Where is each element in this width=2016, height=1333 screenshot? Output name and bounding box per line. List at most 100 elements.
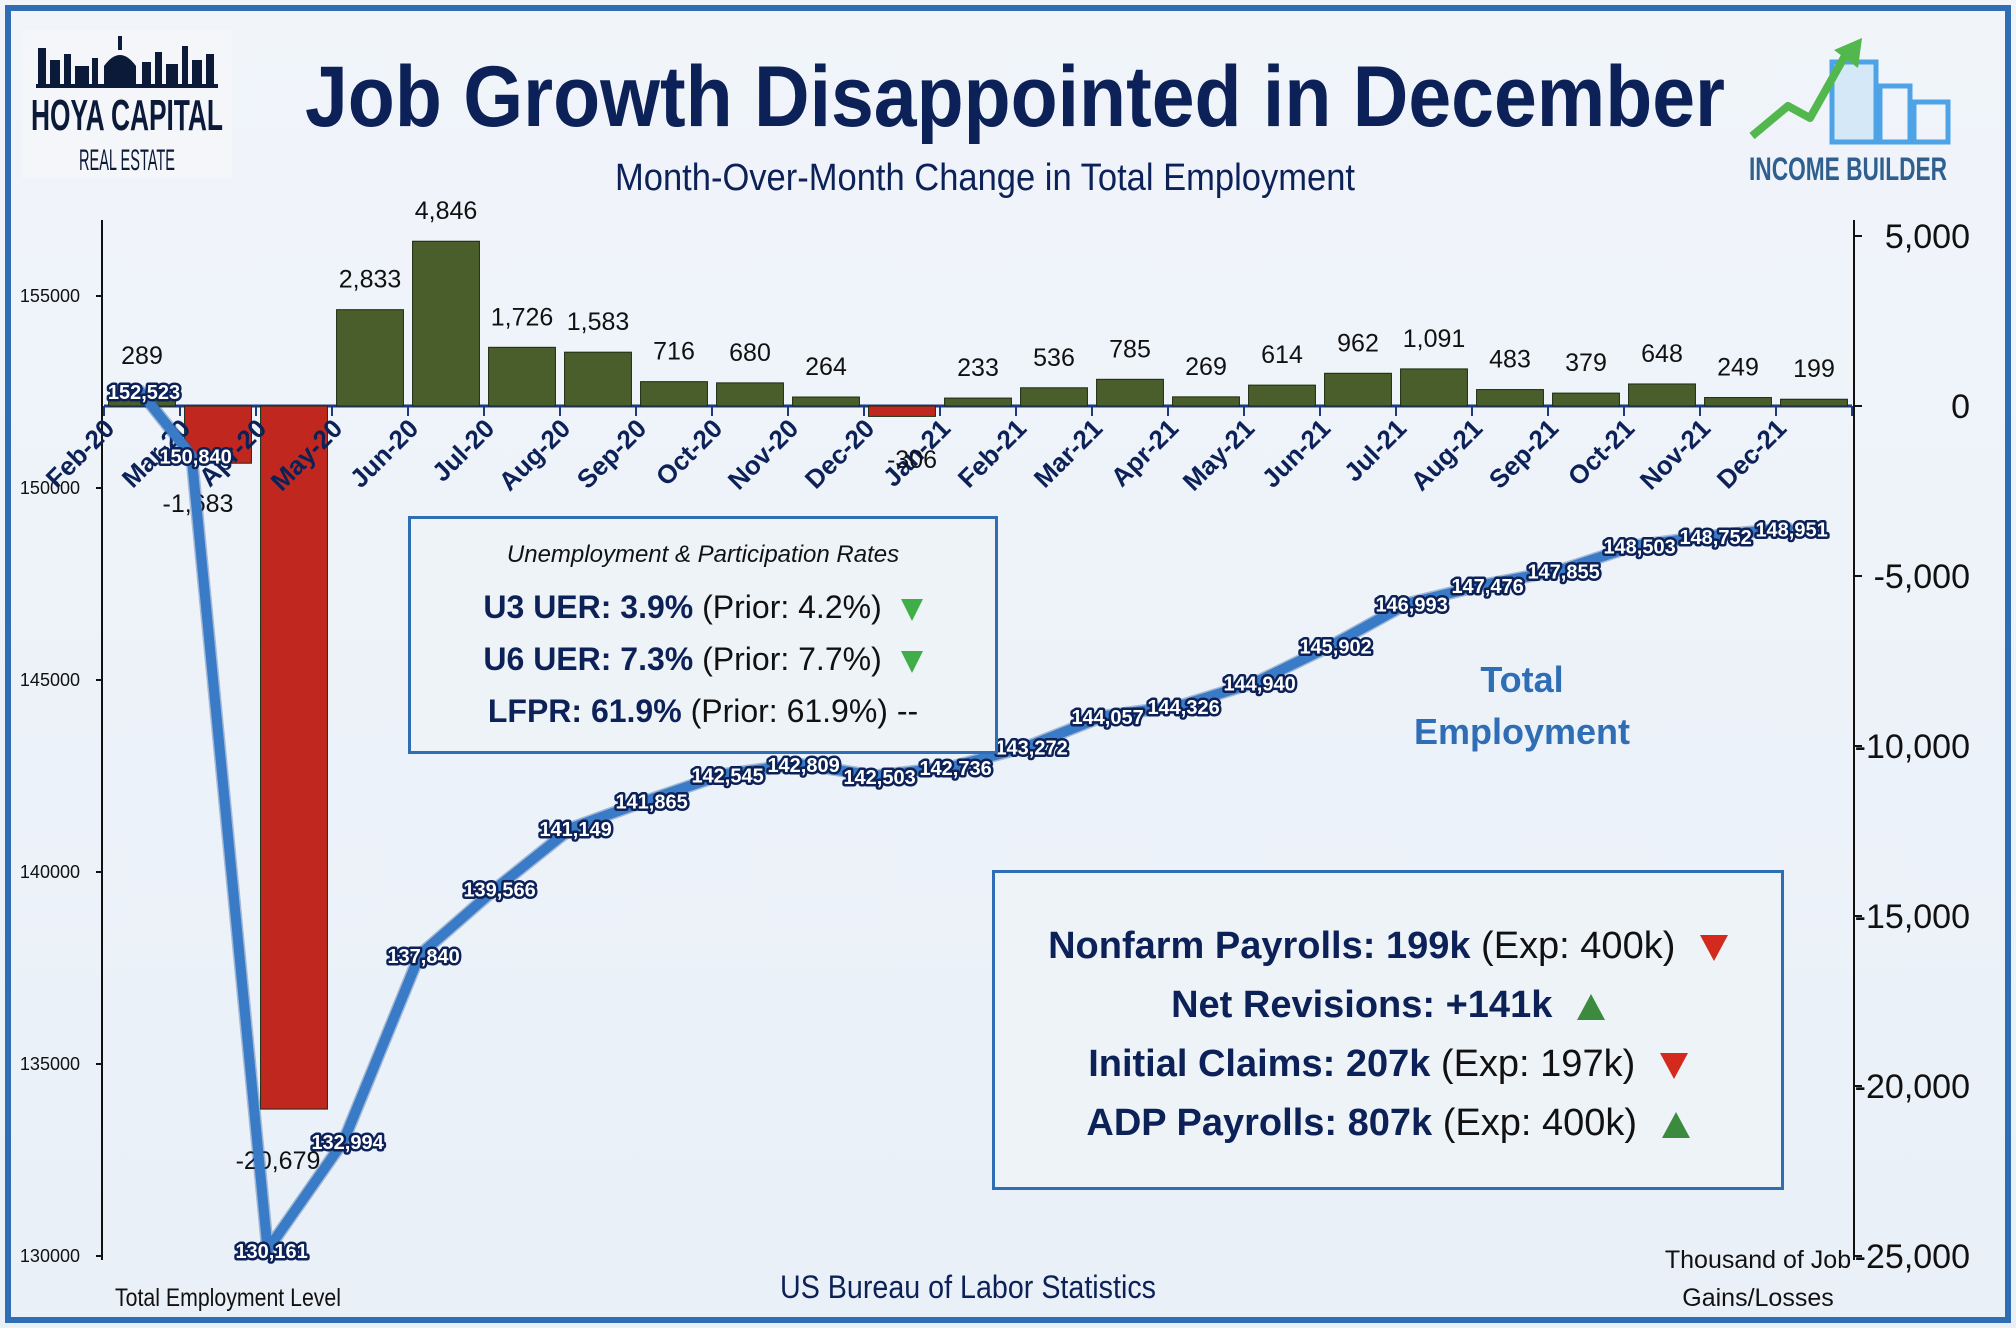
bar <box>1248 384 1316 407</box>
rates-box: Unemployment & Participation Rates U3 UE… <box>408 516 998 754</box>
logo-left-line2: REAL ESTATE <box>79 144 175 177</box>
rate-lfpr-detail: (Prior: 61.9%) -- <box>690 693 919 729</box>
up-arrow-icon <box>1661 1111 1690 1138</box>
income-builder-logo: INCOME BUILDER <box>1749 38 1951 187</box>
stat-adp-label: ADP Payrolls: 807k <box>1086 1102 1433 1144</box>
right-axis-tick-label: -10,000 <box>1855 728 1970 766</box>
chart-title: Job Growth Disappointed in December <box>305 49 1725 145</box>
left-axis-tick-label: 130000 <box>20 1246 80 1266</box>
line-value-label: 146,993 <box>1375 594 1447 616</box>
rates-heading: Unemployment & Participation Rates <box>506 541 900 568</box>
bar <box>412 240 480 407</box>
line-value-label: 143,272 <box>995 737 1067 759</box>
bar-value-label: -20,679 <box>236 1147 321 1175</box>
bar-value-label: 962 <box>1337 329 1379 357</box>
down-arrow-icon <box>1699 934 1728 961</box>
source-label: US Bureau of Labor Statistics <box>780 1269 1156 1305</box>
line-value-label: 142,809 <box>767 755 839 777</box>
line-value-label: 142,545 <box>691 765 763 787</box>
bar <box>336 309 404 407</box>
skyline-icon <box>36 36 218 88</box>
left-axis-tick-label: 150000 <box>20 478 80 498</box>
line-value-label: 142,503 <box>843 767 915 789</box>
down-arrow-icon <box>1659 1052 1688 1079</box>
stat-row-nonfarm: Nonfarm Payrolls: 199k (Exp: 400k) <box>995 917 1781 976</box>
chart-subtitle: Month-Over-Month Change in Total Employm… <box>615 157 1355 199</box>
series-label-line1: Total <box>1480 659 1563 700</box>
stat-claims-label: Initial Claims: 207k <box>1088 1043 1431 1085</box>
bar <box>1780 398 1848 407</box>
logo-right: INCOME BUILDER <box>1749 151 1947 187</box>
stat-row-claims: Initial Claims: 207k (Exp: 197k) <box>995 1035 1781 1094</box>
right-axis-title-line1: Thousand of Job <box>1665 1246 1851 1274</box>
bar <box>564 351 632 407</box>
line-value-label: 147,855 <box>1527 561 1599 583</box>
rate-row-u6: U6 UER: 7.3% (Prior: 7.7%) <box>411 633 995 685</box>
line-value-label: 137,840 <box>387 946 459 968</box>
bar <box>1324 372 1392 407</box>
left-axis-tick-label: 145000 <box>20 670 80 690</box>
bar <box>868 405 936 417</box>
stat-nonfarm-label: Nonfarm Payrolls: 199k <box>1048 925 1471 967</box>
line-value-label: 142,736 <box>919 758 991 780</box>
left-axis-tick-label: 155000 <box>20 286 80 306</box>
rate-row-u3: U3 UER: 3.9% (Prior: 4.2%) <box>411 581 995 633</box>
bar-value-label: 483 <box>1489 346 1531 374</box>
bar-value-label: 289 <box>121 342 163 370</box>
bar-value-label: 1,726 <box>491 303 554 331</box>
line-series <box>133 384 1795 1257</box>
stat-adp-detail: (Exp: 400k) <box>1442 1102 1638 1144</box>
line-value-label: 130,161 <box>235 1241 307 1263</box>
bar-value-label: 249 <box>1717 354 1759 382</box>
rate-u3-label: U3 UER: 3.9% <box>483 589 694 625</box>
bar-value-label: 4,846 <box>415 197 478 225</box>
buildings-icon <box>1829 59 1951 145</box>
left-axis-title: Total Employment Level <box>115 1284 341 1312</box>
bar <box>1020 387 1088 407</box>
line-value-label: 141,865 <box>615 791 687 813</box>
bar-series <box>103 240 1853 1110</box>
line-value-label: 144,326 <box>1147 697 1219 719</box>
bar <box>716 382 784 407</box>
line-path <box>135 386 1793 1255</box>
logo-left-line1: HOYA CAPITAL <box>31 91 223 140</box>
stat-claims-detail: (Exp: 197k) <box>1440 1043 1636 1085</box>
right-axis-tick-label: -15,000 <box>1855 898 1970 936</box>
right-axis-tick-label: -20,000 <box>1855 1068 1970 1106</box>
rate-u6-label: U6 UER: 7.3% <box>483 641 694 677</box>
bar <box>1476 389 1544 407</box>
bar-value-label: 379 <box>1565 349 1607 377</box>
line-value-label: 148,752 <box>1679 527 1751 549</box>
bar-value-label: 680 <box>729 339 771 367</box>
right-axis-tick-label: 0 <box>1951 388 1970 426</box>
bar <box>488 346 556 407</box>
left-axis-tick-label: 140000 <box>20 862 80 882</box>
bar <box>1628 383 1696 407</box>
right-axis-tick-label: -5,000 <box>1874 558 1970 596</box>
line-value-label: 144,057 <box>1071 707 1143 729</box>
line-value-label: 150,840 <box>159 447 231 469</box>
bar <box>1172 396 1240 407</box>
stat-revisions-label: Net Revisions: +141k <box>1171 984 1553 1026</box>
rate-row-lfpr: LFPR: 61.9% (Prior: 61.9%) -- <box>411 685 995 737</box>
stat-row-revisions: Net Revisions: +141k <box>995 976 1781 1035</box>
line-value-label: 152,523 <box>108 382 180 404</box>
bar <box>1096 378 1164 407</box>
stats-box: Nonfarm Payrolls: 199k (Exp: 400k) Net R… <box>992 870 1784 1190</box>
right-axis-title-line2: Gains/Losses <box>1682 1284 1833 1312</box>
hoya-capital-logo: HOYA CAPITAL REAL ESTATE <box>22 30 232 178</box>
bar <box>1552 392 1620 407</box>
up-arrow-icon <box>1576 993 1605 1020</box>
bar <box>640 381 708 407</box>
stat-nonfarm-detail: (Exp: 400k) <box>1481 925 1676 967</box>
line-value-label: 144,940 <box>1223 673 1295 695</box>
stat-row-adp: ADP Payrolls: 807k (Exp: 400k) <box>995 1094 1781 1153</box>
down-arrow-icon <box>900 650 923 673</box>
bar-value-label: 785 <box>1109 335 1151 363</box>
line-value-label: 145,902 <box>1299 636 1371 658</box>
right-axis-tick-label: 5,000 <box>1885 218 1970 256</box>
bar-value-label: 614 <box>1261 341 1303 369</box>
rate-lfpr-label: LFPR: 61.9% <box>487 693 682 729</box>
